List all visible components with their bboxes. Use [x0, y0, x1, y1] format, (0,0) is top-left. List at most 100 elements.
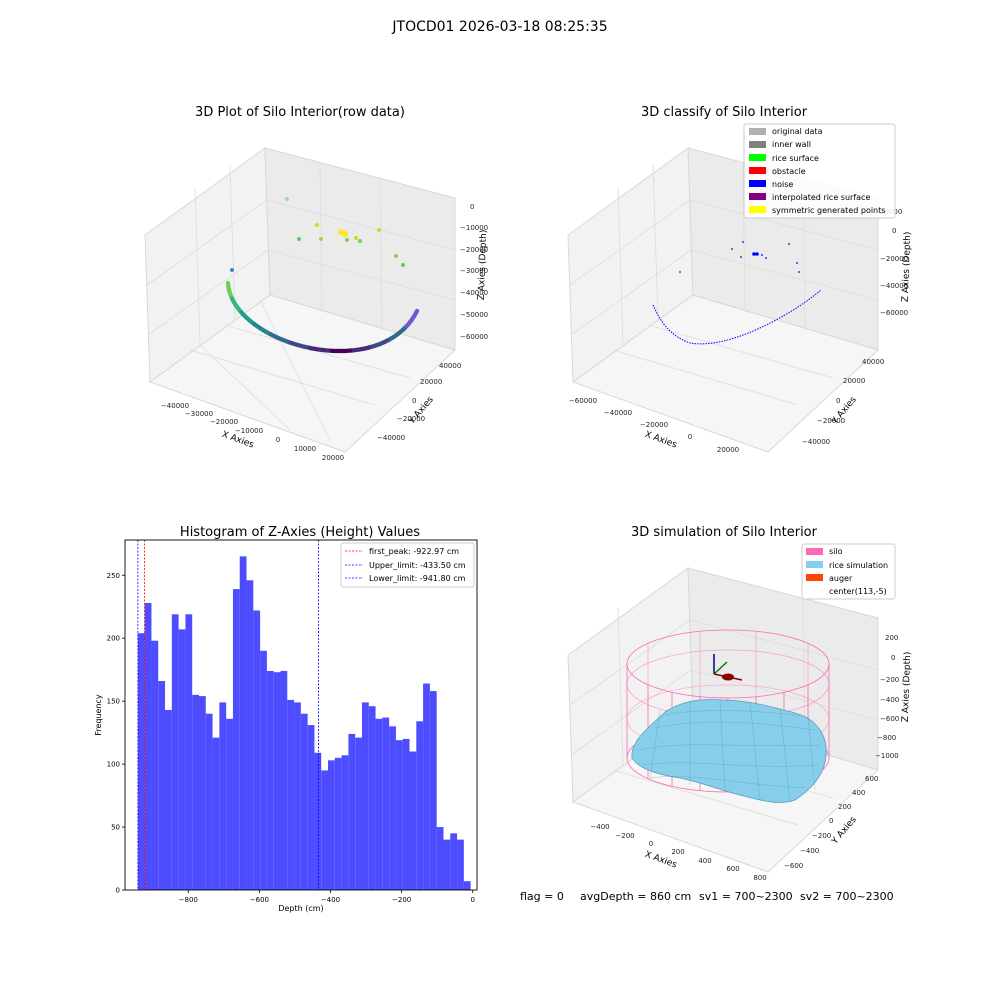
histogram-legend: first_peak: -922.97 cm Upper_limit: -433… [340, 542, 475, 588]
raw-3d-z-tick: 0 [470, 203, 474, 211]
raw-point [230, 268, 234, 272]
raw-point [285, 197, 289, 201]
raw-point [315, 223, 319, 227]
raw-point [345, 238, 349, 242]
histogram-bar [144, 602, 152, 890]
histogram-bar [219, 702, 227, 890]
histogram-bar [226, 718, 233, 890]
histogram-x-tick-label: −600 [250, 896, 269, 904]
histogram-bar [287, 699, 295, 890]
histogram-x-tick-label: 0 [470, 896, 474, 904]
legend-swatch-original [749, 128, 766, 135]
simulation-3d-zlabel: Z Axies (Depth) [901, 652, 913, 723]
legend-swatch-noise [749, 180, 766, 187]
noise-point [796, 262, 798, 264]
raw-point [358, 239, 362, 243]
legend-label: symmetric generated points [772, 206, 885, 215]
classify-noise-points [679, 241, 800, 273]
legend-swatch-rice-simulation [806, 561, 823, 568]
histogram-bar [443, 839, 451, 890]
raw-point [394, 254, 398, 258]
simulation-3d-y-tick: 0 [829, 817, 833, 825]
histogram-y-ticks: 0 50 100 150 200 250 [107, 572, 125, 895]
classify-3d-y-tick: −20000 [817, 417, 845, 425]
noise-point [731, 248, 733, 250]
panel-simulation-3d: 3D simulation of Silo Interior [567, 525, 913, 882]
histogram-ylabel: Frequency [94, 694, 103, 736]
histogram-legend-box [340, 542, 475, 588]
noise-point [740, 256, 742, 258]
histogram-reference-lines [137, 540, 320, 890]
histogram-bar [355, 737, 362, 890]
classify-3d-title: 3D classify of Silo Interior [641, 105, 808, 120]
histogram-bar [314, 752, 322, 890]
classify-3d-x-tick: 0 [688, 433, 692, 441]
histogram-x-ticks: −800 −600 −400 −200 0 [179, 890, 475, 904]
classify-3d-z-tick: 0 [892, 227, 896, 235]
legend-label: first_peak: -922.97 cm [369, 547, 459, 556]
raw-point [319, 237, 323, 241]
histogram-bar [137, 633, 145, 890]
histogram-bar [368, 706, 376, 890]
histogram-y-tick-label: 150 [107, 698, 120, 706]
classify-3d-y-tick: −40000 [802, 438, 830, 446]
raw-3d-title: 3D Plot of Silo Interior(row data) [195, 105, 405, 120]
legend-swatch-silo [806, 548, 823, 555]
simulation-3d-tick-labels: −400 −200 0 200 400 600 800 −600 −400 −2… [590, 634, 899, 882]
histogram-bar [389, 726, 396, 890]
status-sv2: sv2 = 700~2300 [800, 890, 894, 903]
legend-swatch-inner-wall [749, 141, 766, 148]
raw-3d-x-tick: 20000 [322, 454, 344, 462]
legend-label: silo [829, 547, 843, 556]
raw-point [354, 236, 358, 240]
simulation-3d-ylabel: Y Axies [830, 815, 859, 847]
noise-point [765, 257, 767, 259]
histogram-bar [328, 760, 335, 890]
histogram-y-tick-label: 50 [111, 824, 120, 832]
histogram-bar [423, 683, 430, 890]
legend-label: Upper_limit: -433.50 cm [369, 561, 466, 570]
status-avg-depth: avgDepth = 860 cm [580, 890, 691, 903]
noise-point [798, 271, 800, 273]
simulation-3d-x-tick: 200 [671, 848, 684, 856]
panel-classify-3d: 3D classify of Silo Interior −60000 −400… [567, 105, 913, 454]
histogram-bar [253, 610, 261, 890]
histogram-bar [402, 738, 410, 890]
raw-point [377, 228, 381, 232]
noise-point [752, 252, 756, 256]
histogram-bar [178, 629, 186, 890]
legend-swatch-rice-surface [749, 154, 766, 161]
simulation-3d-x-tick: 600 [726, 865, 739, 873]
simulation-3d-x-tick: 800 [753, 874, 766, 882]
simulation-legend-box [801, 543, 896, 600]
legend-swatch-interpolated [749, 193, 766, 200]
histogram-title: Histogram of Z-Axies (Height) Values [180, 525, 420, 540]
raw-3d-y-tick: −40000 [377, 434, 405, 442]
histogram-bar [171, 614, 179, 890]
simulation-3d-y-tick: 600 [865, 775, 878, 783]
legend-swatch-obstacle [749, 167, 766, 174]
raw-3d-x-tick: −40000 [161, 402, 189, 410]
histogram-bar [266, 670, 274, 890]
simulation-3d-z-tick: 200 [885, 634, 898, 642]
simulation-3d-y-tick: 400 [852, 789, 865, 797]
classify-3d-zlabel: Z Axies (Depth) [901, 232, 913, 303]
classify-3d-z-tick: −60000 [880, 309, 908, 317]
classify-3d-tick-labels: −60000 −40000 −20000 0 20000 −40000 −200… [569, 208, 908, 454]
raw-3d-x-tick: 10000 [294, 445, 316, 453]
raw-point [342, 231, 348, 237]
histogram-bar [307, 725, 315, 890]
simulation-3d-z-tick: −200 [880, 676, 899, 684]
histogram-bar [192, 694, 199, 890]
simulation-3d-x-tick: −400 [590, 823, 609, 831]
classify-legend-box [743, 123, 896, 219]
histogram-bar [341, 755, 349, 890]
simulation-3d-y-tick: −200 [812, 832, 831, 840]
histogram-bar [321, 770, 329, 890]
histogram-y-tick-label: 0 [116, 887, 120, 895]
auger-marker [713, 654, 743, 681]
histogram-bar [334, 757, 342, 890]
raw-3d-x-tick: −20000 [210, 418, 238, 426]
histogram-bar [436, 827, 444, 890]
